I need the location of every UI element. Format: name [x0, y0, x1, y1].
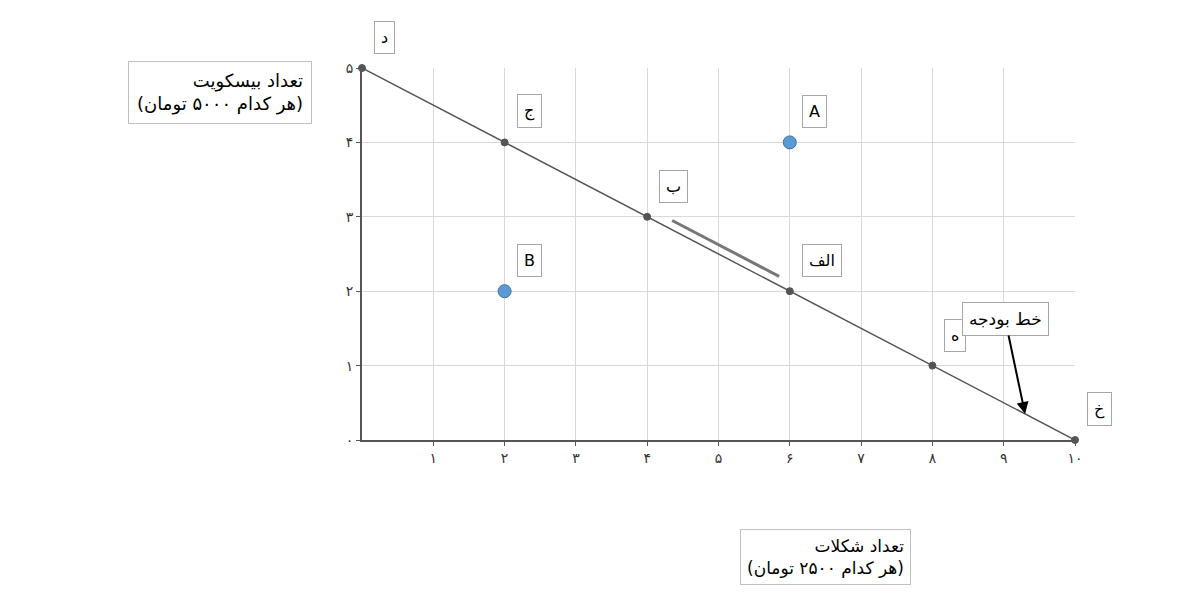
- svg-text:خط بودجه: خط بودجه: [969, 309, 1042, 329]
- svg-text:۳: ۳: [572, 450, 580, 466]
- svg-text:۴: ۴: [346, 134, 354, 150]
- svg-text:۲: ۲: [501, 450, 509, 466]
- svg-text:ج: ج: [524, 101, 535, 121]
- svg-text:۳: ۳: [346, 209, 354, 225]
- svg-text:خ: خ: [1094, 399, 1105, 419]
- svg-text:۱: ۱: [346, 358, 354, 374]
- svg-text:۷: ۷: [857, 450, 865, 466]
- svg-text:۲: ۲: [346, 283, 354, 299]
- svg-text:۹: ۹: [1000, 450, 1008, 466]
- svg-text:۵: ۵: [346, 60, 354, 76]
- svg-text:تعداد شکلات(هر کدام ۲۵۰۰ تومان: تعداد شکلات(هر کدام ۲۵۰۰ تومان): [747, 536, 904, 578]
- svg-text:۱: ۱: [430, 450, 438, 466]
- svg-text:A: A: [809, 102, 820, 121]
- svg-text:۰: ۰: [346, 432, 354, 448]
- svg-text:۸: ۸: [929, 450, 937, 466]
- svg-text:۵: ۵: [715, 450, 723, 466]
- svg-text:B: B: [524, 251, 535, 270]
- svg-text:ب: ب: [666, 177, 681, 196]
- svg-text:۶: ۶: [786, 450, 794, 466]
- svg-text:ه: ه: [951, 326, 959, 345]
- svg-text:تعداد بیسکویت(هر کدام ۵۰۰۰ توم: تعداد بیسکویت(هر کدام ۵۰۰۰ تومان): [137, 70, 303, 115]
- svg-text:د: د: [381, 28, 388, 47]
- svg-text:۱۰: ۱۰: [1067, 450, 1082, 466]
- svg-text:۴: ۴: [643, 450, 651, 466]
- svg-text:الف: الف: [809, 251, 835, 270]
